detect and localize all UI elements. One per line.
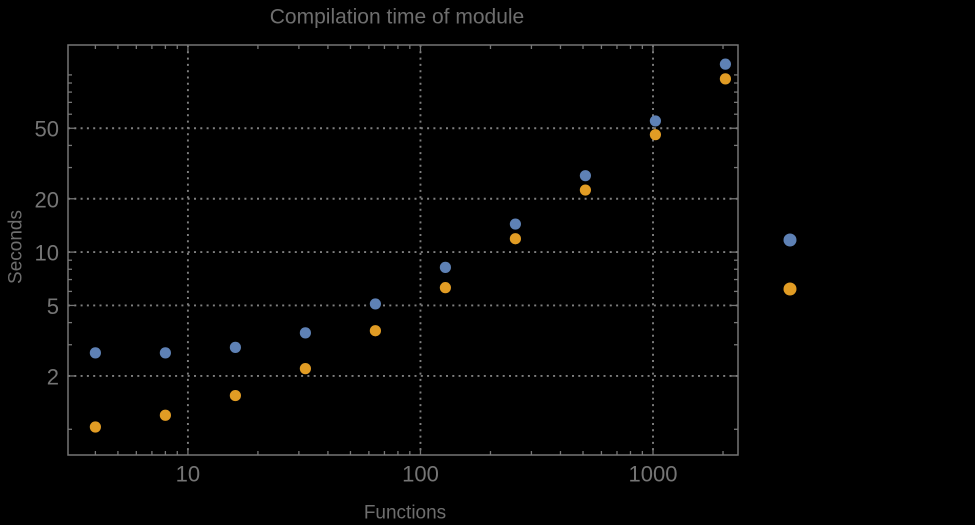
y-tick-label: 50 <box>35 117 59 142</box>
data-point-series-2 <box>719 73 732 85</box>
legend-marker-series-2 <box>783 282 797 296</box>
data-point-series-2 <box>89 421 101 433</box>
data-point-series-1 <box>579 170 592 182</box>
chart-title: Compilation time of module <box>270 6 524 29</box>
data-point-series-1 <box>649 115 662 127</box>
plot-frame <box>67 44 739 456</box>
y-tick-label: 5 <box>47 294 59 319</box>
legend-marker-series-1 <box>783 233 797 247</box>
y-axis-label: Seconds <box>6 210 27 284</box>
data-point-series-1 <box>369 298 381 310</box>
y-tick-label: 10 <box>35 241 59 266</box>
data-point-series-1 <box>719 58 732 70</box>
data-point-series-2 <box>439 282 451 294</box>
data-point-series-2 <box>649 129 662 141</box>
data-point-series-1 <box>299 327 311 339</box>
data-point-series-1 <box>509 218 521 230</box>
legend <box>783 233 797 296</box>
x-tick-label: 10 <box>176 462 200 487</box>
data-point-series-2 <box>579 184 592 196</box>
y-tick-label: 2 <box>47 364 59 389</box>
data-point-series-1 <box>159 347 171 359</box>
data-point-series-2 <box>369 325 381 337</box>
data-point-series-2 <box>229 389 241 402</box>
x-tick-label: 100 <box>402 462 439 487</box>
gridlines <box>68 45 738 455</box>
x-axis-label: Functions <box>364 503 446 524</box>
axis-ticks <box>68 45 738 455</box>
tick-labels: 10 100 1000 2 5 10 20 50 <box>35 117 678 487</box>
data-point-series-1 <box>439 261 451 273</box>
data-points <box>89 58 732 433</box>
data-point-series-1 <box>89 347 101 359</box>
data-point-series-2 <box>299 363 311 375</box>
data-point-series-2 <box>509 233 521 245</box>
y-tick-label: 20 <box>35 187 59 212</box>
data-point-series-2 <box>159 409 171 421</box>
data-point-series-1 <box>229 341 241 353</box>
x-tick-label: 1000 <box>629 462 678 487</box>
